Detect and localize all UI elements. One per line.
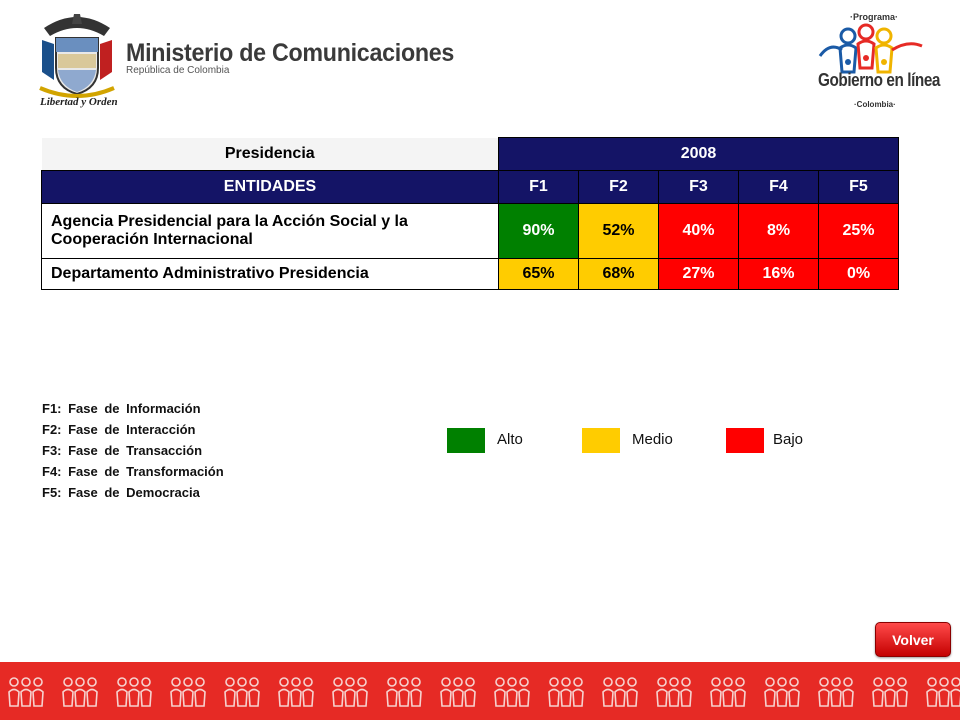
people-motif [62, 677, 98, 707]
people-motif [818, 677, 854, 707]
gobierno-en-linea-logo: ·Programa· Gobierno en línea ·Colombia· [812, 8, 940, 114]
colombia-crest-logo [34, 10, 120, 114]
people-motif [8, 677, 44, 707]
table-row: Agencia Presidencial para la Acción Soci… [41, 203, 899, 259]
entity-name: Agencia Presidencial para la Acción Soci… [41, 203, 499, 259]
definition-item: F3: Fase de Transacción [42, 443, 203, 458]
legend-label-bajo: Bajo [773, 431, 804, 448]
people-motif [440, 677, 476, 707]
value-cell: 27% [658, 258, 739, 290]
program-top-label: ·Programa· [850, 12, 899, 22]
legend-swatch-alto [447, 428, 485, 453]
legend-swatch-medio [582, 428, 620, 453]
col-header-f4: F4 [738, 170, 819, 204]
ministry-title: Ministerio de Comunicaciones [126, 39, 455, 67]
value-cell: 16% [738, 258, 819, 290]
year-header: 2008 [498, 137, 899, 171]
people-motif [764, 677, 800, 707]
legend-swatch-bajo [726, 428, 764, 453]
definition-item: F5: Fase de Democracia [42, 485, 200, 500]
col-header-f2: F2 [578, 170, 659, 204]
value-cell: 52% [578, 203, 659, 259]
group-label: Presidencia [41, 137, 499, 171]
people-motif [332, 677, 368, 707]
people-motif [224, 677, 260, 707]
col-header-f1: F1 [498, 170, 579, 204]
definition-item: F4: Fase de Transformación [42, 464, 224, 479]
people-motif [656, 677, 692, 707]
people-motif [872, 677, 908, 707]
phase-definitions: F1: Fase de Información F2: Fase de Inte… [42, 398, 224, 503]
col-header-f5: F5 [818, 170, 899, 204]
program-bottom-label: ·Colombia· [854, 100, 896, 109]
legend-label-medio: Medio [632, 431, 673, 448]
value-cell: 65% [498, 258, 579, 290]
value-cell: 40% [658, 203, 739, 259]
volver-button[interactable]: Volver [875, 622, 951, 657]
value-cell: 90% [498, 203, 579, 259]
results-table: Presidencia 2008 ENTIDADES F1 F2 F3 F4 F… [41, 137, 899, 290]
people-motif [548, 677, 584, 707]
crest-caption: Libertad y Orden [40, 96, 118, 108]
people-motif [494, 677, 530, 707]
value-cell: 68% [578, 258, 659, 290]
people-motif [386, 677, 422, 707]
people-motif [278, 677, 314, 707]
people-motif [116, 677, 152, 707]
people-pattern-decoration [8, 677, 960, 707]
ministry-subtitle: República de Colombia [126, 65, 230, 76]
entity-name: Departamento Administrativo Presidencia [41, 258, 499, 290]
legend-label-alto: Alto [497, 431, 523, 448]
col-header-entidades: ENTIDADES [41, 170, 499, 204]
table-row: Departamento Administrativo Presidencia … [41, 258, 899, 290]
table-group-header-row: Presidencia 2008 [41, 137, 899, 171]
program-name: Gobierno en línea [818, 70, 941, 90]
col-header-f3: F3 [658, 170, 739, 204]
footer-decorative-band [0, 662, 960, 720]
table-column-header-row: ENTIDADES F1 F2 F3 F4 F5 [41, 170, 899, 204]
ministry-title-block: Ministerio de Comunicaciones República d… [126, 40, 479, 76]
definition-item: F2: Fase de Interacción [42, 422, 196, 437]
people-motif [710, 677, 746, 707]
value-cell: 0% [818, 258, 899, 290]
people-motif [602, 677, 638, 707]
people-motif [170, 677, 206, 707]
value-cell: 25% [818, 203, 899, 259]
people-motif [926, 677, 960, 707]
value-cell: 8% [738, 203, 819, 259]
definition-item: F1: Fase de Información [42, 401, 201, 416]
